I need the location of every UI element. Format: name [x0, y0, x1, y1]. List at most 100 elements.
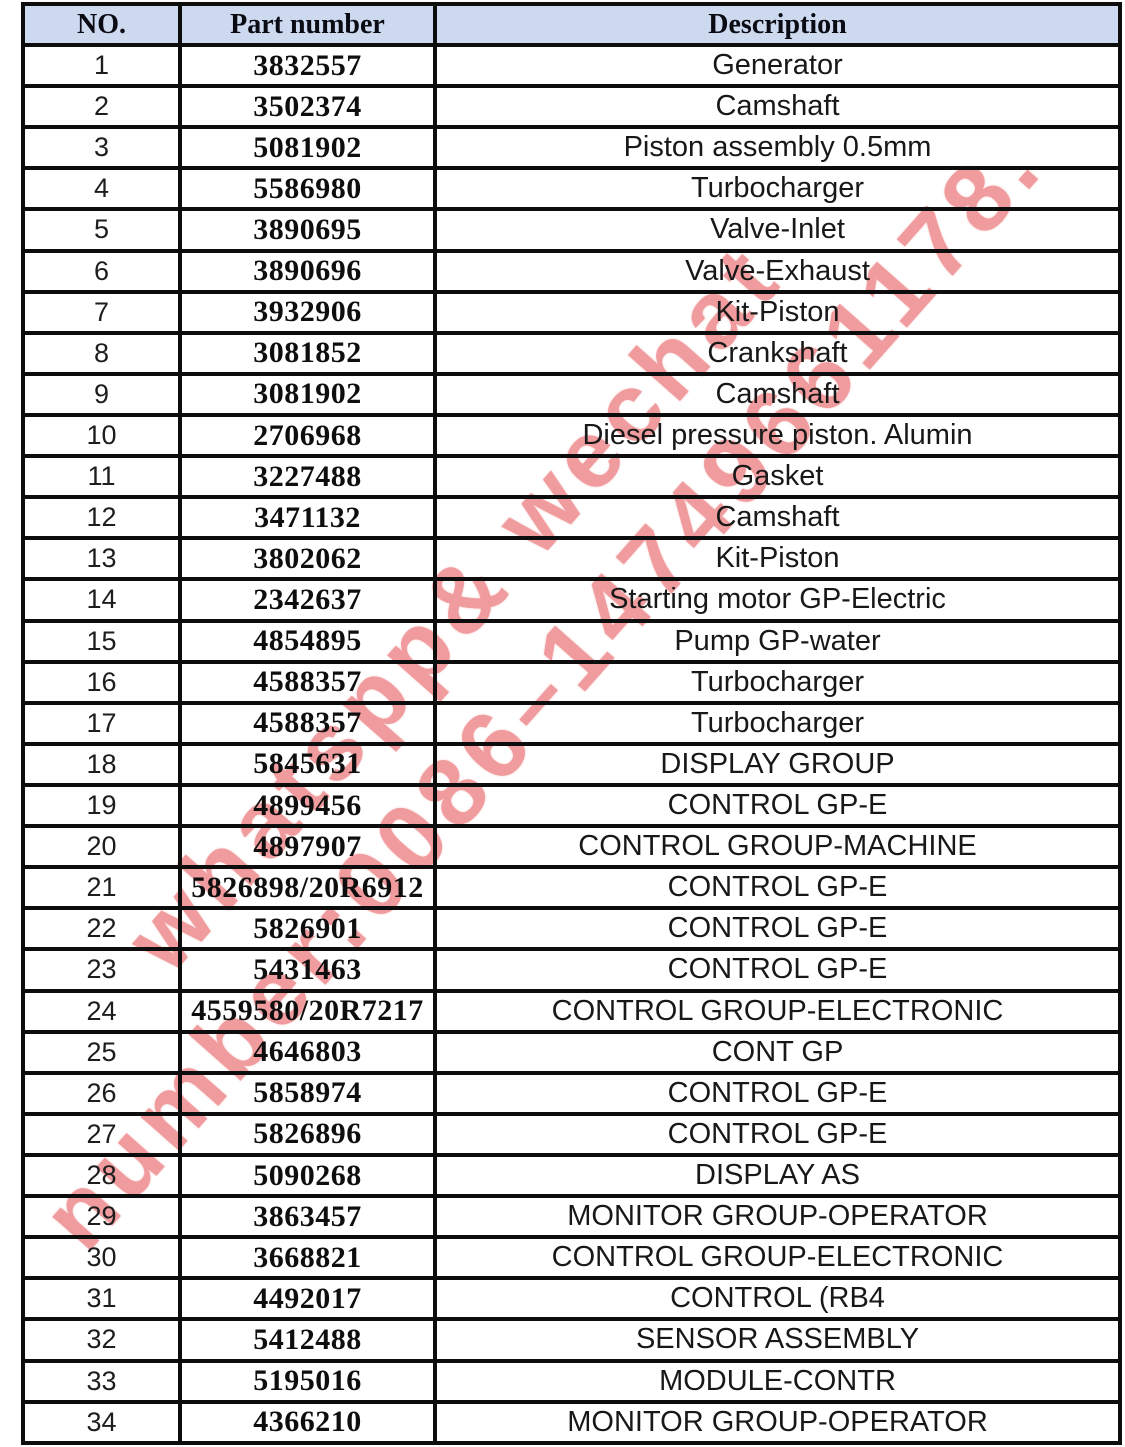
description-cell: CONTROL GP-E — [433, 865, 1122, 911]
row-number-cell: 7 — [21, 289, 182, 335]
description-cell: Turbocharger — [433, 166, 1122, 212]
part-number-cell: 3668821 — [178, 1235, 437, 1281]
description-cell: Kit-Piston — [433, 536, 1122, 582]
part-number-cell: 3081902 — [178, 371, 437, 417]
description-cell: MONITOR GROUP-OPERATOR — [433, 1194, 1122, 1240]
col-header-part-number: Part number — [178, 2, 437, 47]
row-number-cell: 27 — [21, 1111, 182, 1157]
col-header-no: NO. — [21, 2, 182, 47]
part-number-cell: 5826898/20R6912 — [178, 865, 437, 911]
row-number-cell: 6 — [21, 248, 182, 294]
part-number-cell: 4366210 — [178, 1399, 437, 1446]
part-number-cell: 3890696 — [178, 248, 437, 294]
description-cell: CONT GP — [433, 1029, 1122, 1075]
description-cell: Gasket — [433, 454, 1122, 500]
description-cell: Valve-Inlet — [433, 207, 1122, 253]
row-number-cell: 1 — [21, 42, 182, 89]
row-number-cell: 23 — [21, 947, 182, 993]
description-cell: Turbocharger — [433, 700, 1122, 746]
part-number-cell: 5431463 — [178, 947, 437, 993]
description-cell: Starting motor GP-Electric — [433, 577, 1122, 623]
description-cell: Valve-Exhaust — [433, 248, 1122, 294]
row-number-cell: 24 — [21, 988, 182, 1034]
table-row: 7 3932906 Kit-Piston — [21, 289, 1122, 335]
part-number-cell: 5858974 — [178, 1070, 437, 1116]
table-row: 32 5412488 SENSOR ASSEMBLY — [21, 1317, 1122, 1363]
description-cell: DISPLAY AS — [433, 1152, 1122, 1199]
row-number-cell: 11 — [21, 454, 182, 500]
table-row: 28 5090268 DISPLAY AS — [21, 1152, 1122, 1199]
row-number-cell: 3 — [21, 125, 182, 171]
description-cell: Turbocharger — [433, 659, 1122, 705]
table-row: 13 3802062 Kit-Piston — [21, 536, 1122, 582]
part-number-cell: 5826901 — [178, 906, 437, 952]
part-number-cell: 3081852 — [178, 330, 437, 376]
row-number-cell: 22 — [21, 906, 182, 952]
part-number-cell: 2342637 — [178, 577, 437, 623]
row-number-cell: 25 — [21, 1029, 182, 1075]
table-row: 9 3081902 Camshaft — [21, 371, 1122, 417]
description-cell: CONTROL GP-E — [433, 906, 1122, 952]
row-number-cell: 2 — [21, 84, 182, 130]
part-number-cell: 3802062 — [178, 536, 437, 582]
row-number-cell: 15 — [21, 618, 182, 664]
table-row: 10 2706968 Diesel pressure piston. Alumi… — [21, 412, 1122, 459]
part-number-cell: 4899456 — [178, 782, 437, 829]
table-row: 33 5195016 MODULE-CONTR — [21, 1358, 1122, 1404]
description-cell: MONITOR GROUP-OPERATOR — [433, 1399, 1122, 1446]
description-cell: CONTROL GROUP-ELECTRONIC — [433, 1235, 1122, 1281]
table-row: 34 4366210 MONITOR GROUP-OPERATOR — [21, 1399, 1122, 1446]
row-number-cell: 26 — [21, 1070, 182, 1116]
part-number-cell: 3832557 — [178, 42, 437, 89]
row-number-cell: 33 — [21, 1358, 182, 1404]
table-row: 24 4559580/20R7217 CONTROL GROUP-ELECTRO… — [21, 988, 1122, 1034]
table-row: 17 4588357 Turbocharger — [21, 700, 1122, 746]
part-number-cell: 5195016 — [178, 1358, 437, 1404]
table-row: 21 5826898/20R6912 CONTROL GP-E — [21, 865, 1122, 911]
part-number-cell: 5090268 — [178, 1152, 437, 1199]
table-row: 16 4588357 Turbocharger — [21, 659, 1122, 705]
table-row: 26 5858974 CONTROL GP-E — [21, 1070, 1122, 1116]
table-row: 31 4492017 CONTROL (RB4 — [21, 1276, 1122, 1322]
table-row: 29 3863457 MONITOR GROUP-OPERATOR — [21, 1194, 1122, 1240]
part-number-cell: 4588357 — [178, 700, 437, 746]
table-row: 11 3227488 Gasket — [21, 454, 1122, 500]
description-cell: Generator — [433, 42, 1122, 89]
description-cell: Camshaft — [433, 371, 1122, 417]
row-number-cell: 16 — [21, 659, 182, 705]
row-number-cell: 19 — [21, 782, 182, 829]
table-row: 23 5431463 CONTROL GP-E — [21, 947, 1122, 993]
row-number-cell: 31 — [21, 1276, 182, 1322]
table-row: 22 5826901 CONTROL GP-E — [21, 906, 1122, 952]
description-cell: Camshaft — [433, 495, 1122, 541]
row-number-cell: 28 — [21, 1152, 182, 1199]
part-number-cell: 4588357 — [178, 659, 437, 705]
row-number-cell: 10 — [21, 412, 182, 459]
description-cell: CONTROL GP-E — [433, 782, 1122, 829]
table-row: 2 3502374 Camshaft — [21, 84, 1122, 130]
part-number-cell: 5081902 — [178, 125, 437, 171]
part-number-cell: 5826896 — [178, 1111, 437, 1157]
table-row: 5 3890695 Valve-Inlet — [21, 207, 1122, 253]
table-body: 1 3832557 Generator 2 3502374 Camshaft 3… — [21, 42, 1122, 1446]
description-cell: Piston assembly 0.5mm — [433, 125, 1122, 171]
table-row: 25 4646803 CONT GP — [21, 1029, 1122, 1075]
description-cell: Diesel pressure piston. Alumin — [433, 412, 1122, 459]
table-row: 19 4899456 CONTROL GP-E — [21, 782, 1122, 829]
description-cell: DISPLAY GROUP — [433, 741, 1122, 787]
description-cell: CONTROL GP-E — [433, 1111, 1122, 1157]
part-number-cell: 3471132 — [178, 495, 437, 541]
row-number-cell: 13 — [21, 536, 182, 582]
row-number-cell: 21 — [21, 865, 182, 911]
row-number-cell: 18 — [21, 741, 182, 787]
table-row: 12 3471132 Camshaft — [21, 495, 1122, 541]
table-row: 8 3081852 Crankshaft — [21, 330, 1122, 376]
part-number-cell: 3502374 — [178, 84, 437, 130]
part-number-cell: 3863457 — [178, 1194, 437, 1240]
part-number-cell: 4854895 — [178, 618, 437, 664]
table-header: NO. Part number Description — [21, 2, 1122, 47]
table-row: 30 3668821 CONTROL GROUP-ELECTRONIC — [21, 1235, 1122, 1281]
row-number-cell: 9 — [21, 371, 182, 417]
part-number-cell: 4646803 — [178, 1029, 437, 1075]
